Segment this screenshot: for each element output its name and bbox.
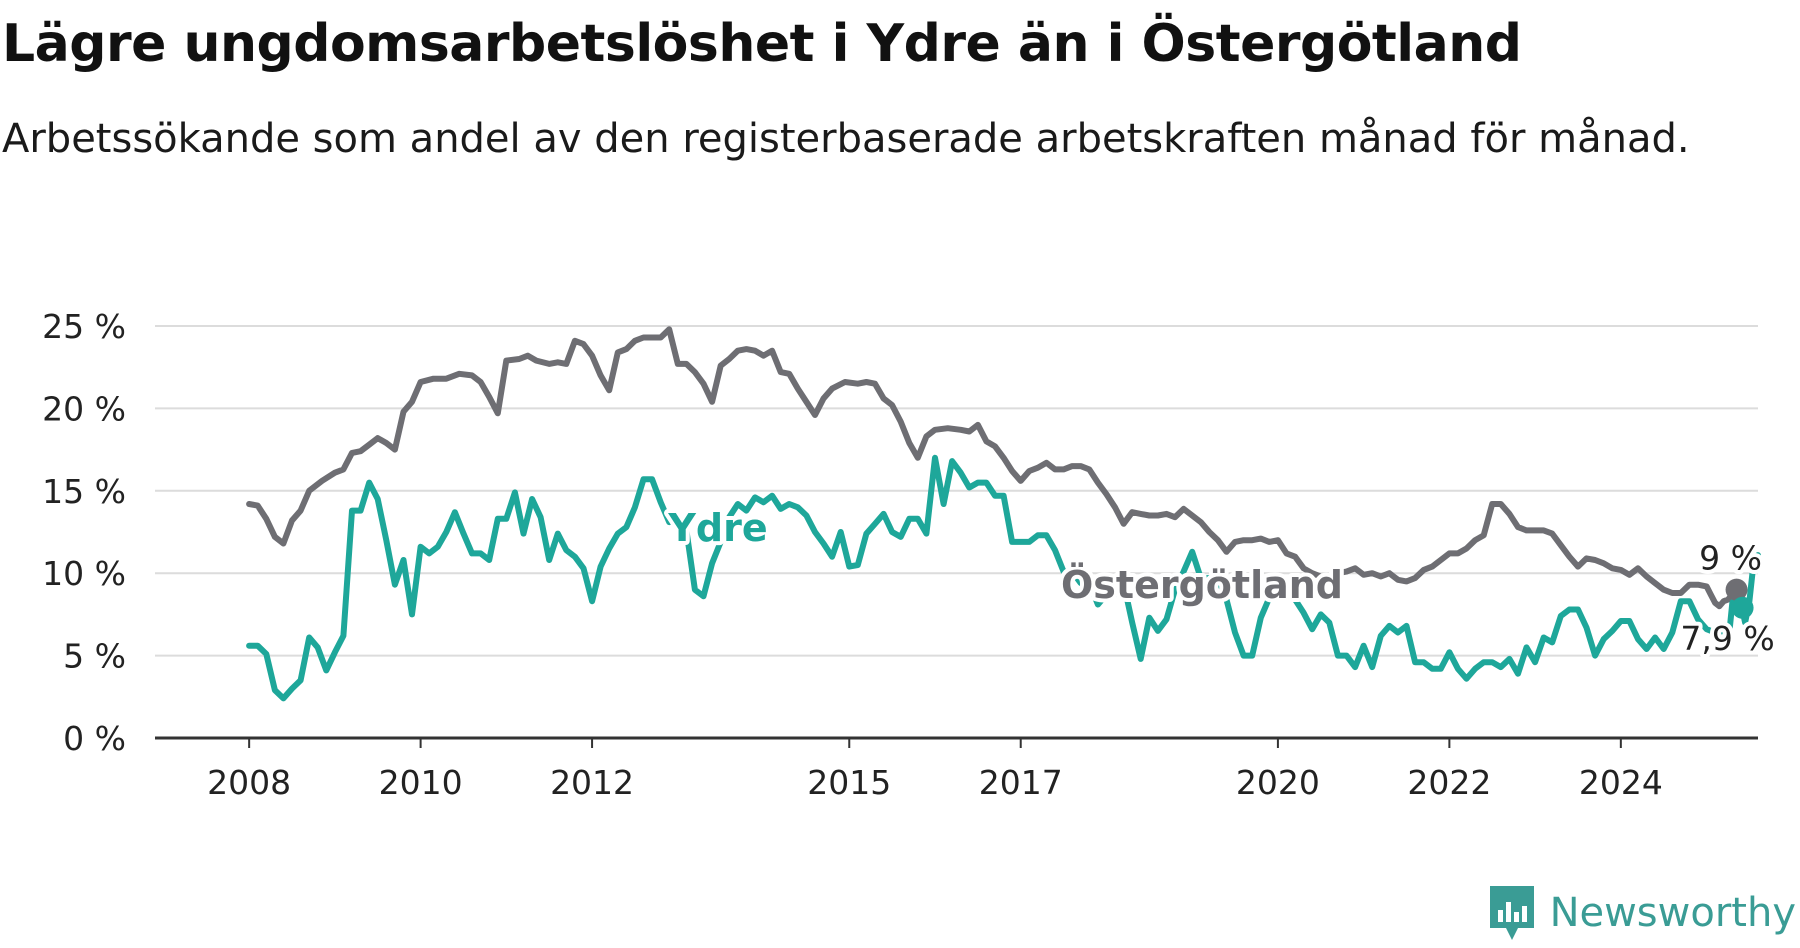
newsworthy-logo: Newsworthy bbox=[1486, 878, 1796, 948]
series-label-ydre: Ydre bbox=[667, 506, 767, 550]
chart-title: Lägre ungdomsarbetslöshet i Ydre än i Ös… bbox=[2, 14, 1522, 74]
x-tick-label: 2017 bbox=[979, 763, 1063, 802]
end-value-ydre: 7,9 % bbox=[1680, 619, 1774, 658]
y-tick-label: 20 % bbox=[42, 389, 126, 428]
axes: 0 % 5 % 10 % 15 % 20 % 25 % 2008 2010 2012 2015 20… bbox=[42, 307, 1758, 802]
x-tick-label: 2024 bbox=[1579, 763, 1663, 802]
endpoint-ostergotland bbox=[1725, 578, 1748, 601]
endpoint-ydre bbox=[1731, 596, 1754, 619]
x-tick-label: 2012 bbox=[550, 763, 634, 802]
y-tick-label: 10 % bbox=[42, 554, 126, 593]
y-tick-label: 15 % bbox=[42, 472, 126, 511]
chart-subtitle: Arbetssökande som andel av den registerb… bbox=[2, 116, 1690, 162]
x-tick-label: 2015 bbox=[807, 763, 891, 802]
end-value-ostergotland: 9 % bbox=[1699, 539, 1762, 578]
brand-name: Newsworthy bbox=[1549, 890, 1796, 936]
y-tick-label: 0 % bbox=[63, 719, 126, 758]
series-line-ydre bbox=[246, 454, 1761, 702]
y-tick-label: 25 % bbox=[42, 307, 126, 346]
x-tick-label: 2022 bbox=[1407, 763, 1491, 802]
x-tick-label: 2020 bbox=[1236, 763, 1320, 802]
series-labels: 9 % 7,9 % Ydre Östergötland bbox=[663, 502, 1778, 662]
series-lines bbox=[246, 326, 1761, 702]
grid-lines bbox=[155, 325, 1758, 657]
series-label-ostergotland: Östergötland bbox=[1061, 563, 1343, 607]
x-tick-label: 2010 bbox=[379, 763, 463, 802]
y-tick-label: 5 % bbox=[63, 637, 126, 676]
newsworthy-logo-icon bbox=[1489, 886, 1534, 940]
series-line-ostergotland bbox=[246, 326, 1740, 610]
x-tick-label: 2008 bbox=[207, 763, 291, 802]
